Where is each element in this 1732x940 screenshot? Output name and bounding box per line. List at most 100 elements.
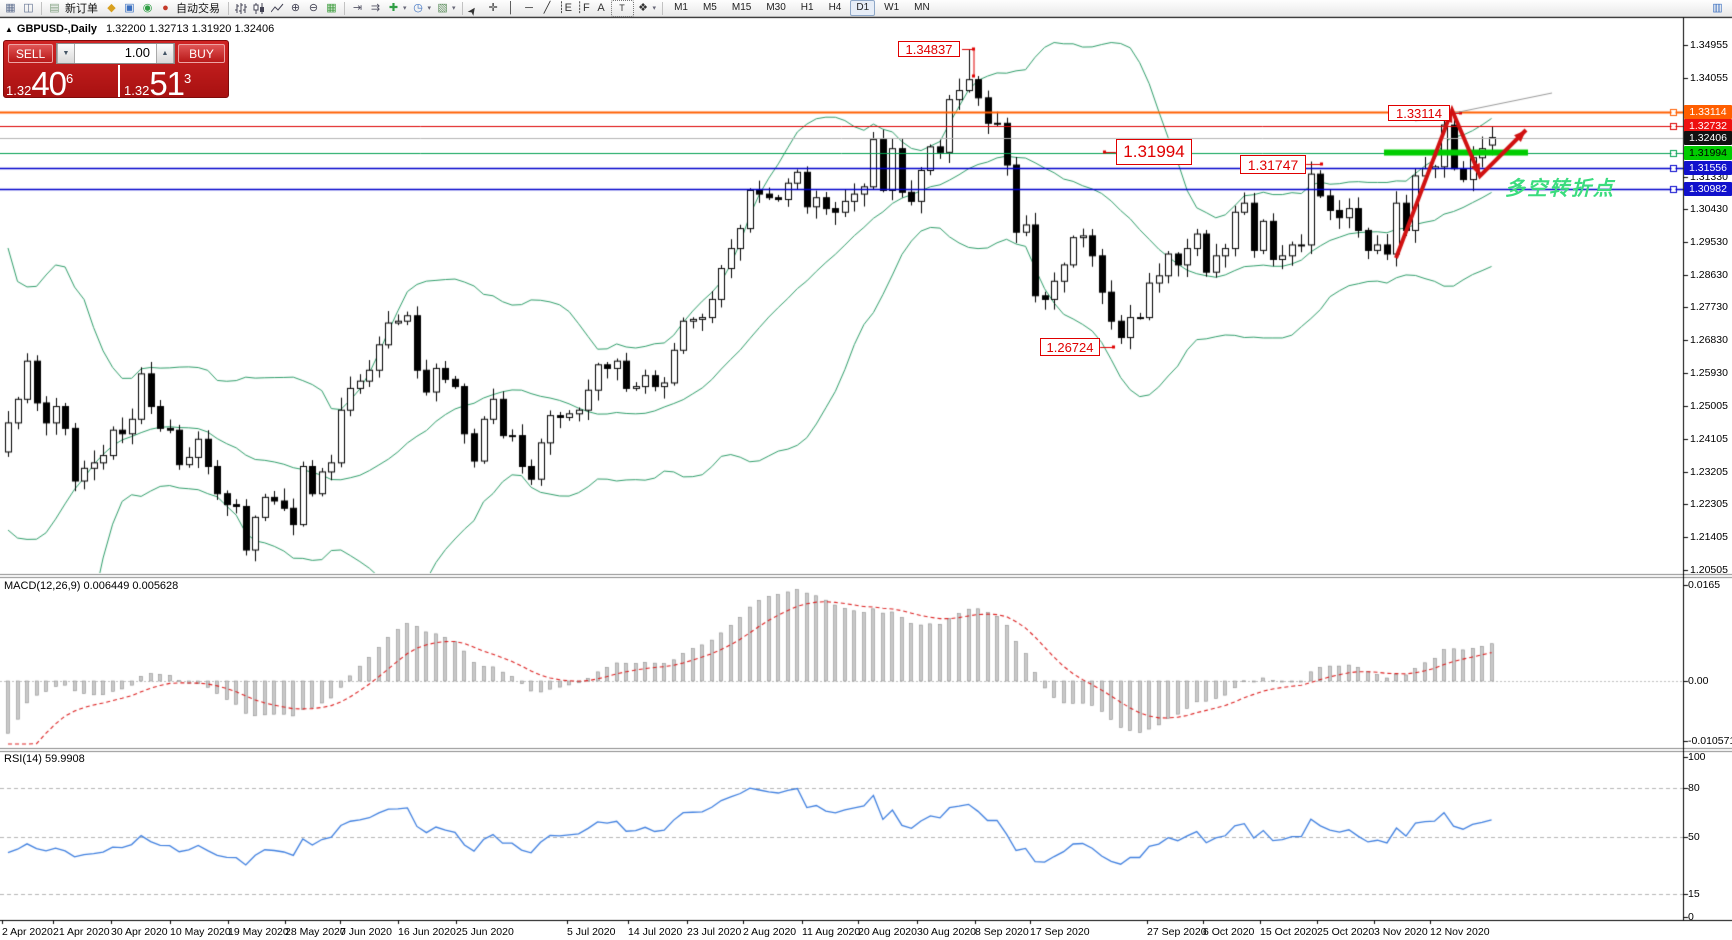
autotrading-button-label[interactable]: 自动交易 <box>176 3 220 15</box>
date-axis-label: 23 Jul 2020 <box>687 926 742 938</box>
sell-price[interactable]: 1.32406 <box>6 65 116 102</box>
macd-axis-label: 0.00 <box>1688 675 1709 687</box>
arrows-button-caret[interactable]: ▾ <box>652 5 657 12</box>
volume-decrease-button[interactable]: ▼ <box>57 44 75 63</box>
collapse-panel-icon[interactable]: ▲ <box>5 25 13 34</box>
timeframe-button-h4[interactable]: H4 <box>828 2 842 13</box>
arrows-button[interactable]: ❖ <box>638 1 648 14</box>
macd-indicator-label: MACD(12,26,9) 0.006449 0.005628 <box>4 580 179 592</box>
price-label-object[interactable]: 1.33114 <box>1388 105 1450 121</box>
date-axis-label: 12 Nov 2020 <box>1430 926 1490 938</box>
horizontal-line-icon[interactable]: ─ <box>525 1 533 14</box>
crosshair-icon[interactable]: ✛ <box>488 1 498 14</box>
volume-input[interactable]: 1.00 <box>124 45 150 60</box>
vertical-line-icon[interactable]: │ <box>507 1 515 14</box>
timeframe-button-w1[interactable]: W1 <box>884 2 900 13</box>
price-axis-badge: 1.33114 <box>1684 104 1732 119</box>
toolbar-separator <box>228 1 229 15</box>
chinese-annotation[interactable]: 多空转折点 <box>1505 178 1615 200</box>
chart-ohlc-values: 1.32200 1.32713 1.31920 1.32406 <box>106 23 275 35</box>
periods-button[interactable]: ◷ <box>413 1 423 14</box>
date-axis-label: 11 Aug 2020 <box>802 926 861 938</box>
autotrading-button[interactable]: ● <box>162 1 169 14</box>
chart-title: ▲ GBPUSD-,Daily 1.32200 1.32713 1.31920 1.… <box>5 23 274 35</box>
price-axis-label: 1.30430 <box>1690 203 1728 216</box>
profiles-icon[interactable]: ◫ <box>23 1 34 14</box>
price-label-object[interactable]: 1.31994 <box>1116 139 1192 165</box>
timeframe-button-m5[interactable]: M5 <box>702 2 717 13</box>
buy-price[interactable]: 1.32513 <box>118 65 234 102</box>
price-axis-label: 1.22305 <box>1690 498 1728 511</box>
timeframe-button-mn[interactable]: MN <box>914 2 930 13</box>
price-axis-badge: 1.32406 <box>1684 130 1732 145</box>
date-axis-label: 21 Apr 2020 <box>53 926 110 938</box>
chart-shift-icon[interactable]: ⇉ <box>370 1 381 14</box>
new-order-button[interactable]: ▤ <box>49 1 60 14</box>
timeframe-button-m1[interactable]: M1 <box>674 2 688 13</box>
cursor-icon[interactable]: ➤ <box>464 3 480 19</box>
date-axis-label: 16 Jun 2020 <box>398 926 456 938</box>
text-icon[interactable]: A <box>597 1 605 14</box>
equidistant-channel-icon[interactable]: ┊E <box>558 1 573 14</box>
new-order-button-label[interactable]: 新订单 <box>65 3 98 15</box>
sell-button[interactable]: SELL <box>8 44 53 63</box>
new-chart-window-icon[interactable]: ▥ <box>1712 1 1723 14</box>
rsi-axis-label: 0 <box>1688 911 1694 923</box>
timeframe-button-m30[interactable]: M30 <box>766 2 786 13</box>
one-click-trading-panel: SELL ▼ 1.00 ▲ BUY 1.32406 1.32513 <box>3 40 229 102</box>
date-axis-label: 7 Jun 2020 <box>340 926 392 938</box>
line-chart-icon[interactable] <box>269 1 286 16</box>
price-axis-label: 1.20505 <box>1690 563 1728 576</box>
date-axis-label: 3 Nov 2020 <box>1374 926 1428 938</box>
buy-price-prefix: 1.32 <box>124 83 150 98</box>
tile-windows-icon[interactable]: ▦ <box>326 1 337 14</box>
fibonacci-icon[interactable]: ┊F <box>576 1 590 14</box>
price-axis-badge: 1.30982 <box>1684 182 1732 197</box>
templates-button-caret[interactable]: ▾ <box>452 5 456 12</box>
date-axis-label: 30 Apr 2020 <box>111 926 168 938</box>
timeframe-button-d1[interactable]: D1 <box>850 0 876 16</box>
price-axis-badge: 1.32732 <box>1684 118 1732 133</box>
trendline-icon[interactable]: ╱ <box>543 1 551 14</box>
date-axis-label: 28 May 2020 <box>285 926 346 938</box>
price-axis-label: 1.23205 <box>1690 465 1728 478</box>
auto-scroll-icon[interactable]: ⇥ <box>352 1 363 14</box>
timeframe-button-m15[interactable]: M15 <box>731 2 752 13</box>
price-label-object[interactable]: 1.34837 <box>898 41 960 57</box>
date-axis-label: 25 Jun 2020 <box>456 926 514 938</box>
bar-chart-icon[interactable] <box>233 1 250 16</box>
price-axis-label: 1.25005 <box>1690 400 1728 413</box>
macd-axis-label: -0.010571 <box>1688 735 1732 747</box>
price-axis-label: 1.34955 <box>1690 39 1728 51</box>
text-label-icon[interactable]: T <box>610 0 634 17</box>
toolbar-separator <box>344 1 345 15</box>
zoom-in-icon[interactable]: ⊕ <box>290 1 301 14</box>
price-axis-label: 1.28630 <box>1690 268 1728 281</box>
timeframe-button-h1[interactable]: H1 <box>800 2 814 13</box>
periods-button-caret[interactable]: ▾ <box>427 5 432 12</box>
price-label-object[interactable]: 1.26724 <box>1040 338 1100 356</box>
metaeditor-icon[interactable]: ◆ <box>107 1 116 14</box>
candlestick-chart-icon[interactable] <box>251 1 268 16</box>
chart-window-icon[interactable]: ▦ <box>5 1 16 14</box>
rsi-axis-label: 15 <box>1688 888 1700 900</box>
terminal-icon[interactable]: ▣ <box>124 1 135 14</box>
volume-increase-button[interactable]: ▲ <box>156 44 174 63</box>
price-axis-badge: 1.31994 <box>1684 145 1732 160</box>
price-axis-label: 1.24105 <box>1690 433 1728 446</box>
signals-icon[interactable]: ◉ <box>142 1 153 14</box>
date-axis-label: 17 Sep 2020 <box>1030 926 1090 938</box>
zoom-out-icon[interactable]: ⊖ <box>308 1 319 14</box>
toolbar-separator <box>461 1 463 15</box>
buy-button[interactable]: BUY <box>178 44 225 63</box>
sell-price-big: 40 <box>31 65 67 102</box>
templates-button[interactable]: ▧ <box>437 1 448 14</box>
buy-price-big: 51 <box>149 65 185 102</box>
price-axis-label: 1.26830 <box>1690 334 1728 347</box>
indicators-button-caret[interactable]: ▾ <box>403 5 407 12</box>
price-axis-label: 1.27730 <box>1690 301 1728 314</box>
date-axis-label: 19 May 2020 <box>228 926 289 938</box>
price-label-object[interactable]: 1.31747 <box>1240 155 1306 174</box>
indicators-button[interactable]: ✚ <box>388 1 399 14</box>
